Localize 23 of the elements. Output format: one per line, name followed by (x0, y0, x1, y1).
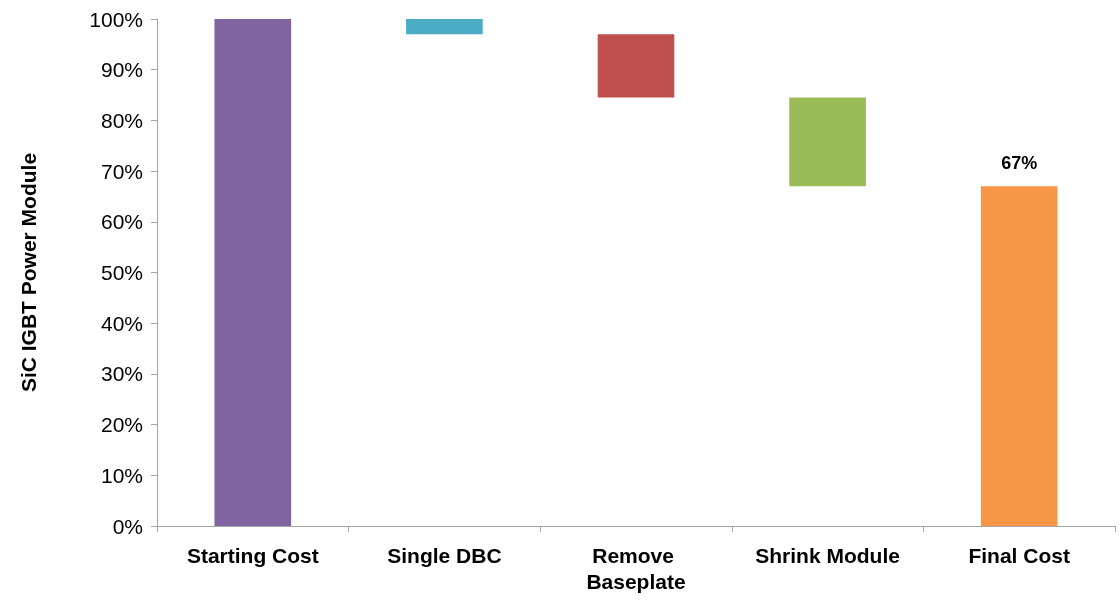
x-tick-label: Shrink Module (755, 543, 900, 567)
y-tick-label: 30% (100, 362, 143, 386)
x-tick-label: Remove Baseplate (586, 543, 686, 593)
y-axis-title: SiC IGBT Power Module (17, 152, 40, 393)
bar (789, 97, 866, 187)
bar (406, 19, 483, 35)
y-tick-label: 100% (89, 7, 143, 31)
y-tick-label: 10% (100, 463, 143, 487)
bar (597, 34, 675, 98)
y-tick-label: 60% (100, 210, 143, 234)
y-tick-label: 50% (100, 261, 143, 284)
y-tick-label: 20% (100, 413, 143, 437)
data-label: 67% (1001, 153, 1038, 174)
x-tick-label: Single DBC (387, 543, 502, 567)
bar (214, 19, 292, 526)
y-tick-label: 90% (100, 58, 143, 82)
y-tick-label: 80% (100, 108, 143, 132)
x-tick-label: Final Cost (968, 543, 1070, 567)
y-tick-label: 0% (112, 514, 143, 538)
x-tick-label: Starting Cost (186, 543, 319, 567)
y-tick-label: 70% (100, 159, 143, 183)
bar (980, 186, 1058, 526)
y-tick-label: 40% (100, 311, 143, 335)
